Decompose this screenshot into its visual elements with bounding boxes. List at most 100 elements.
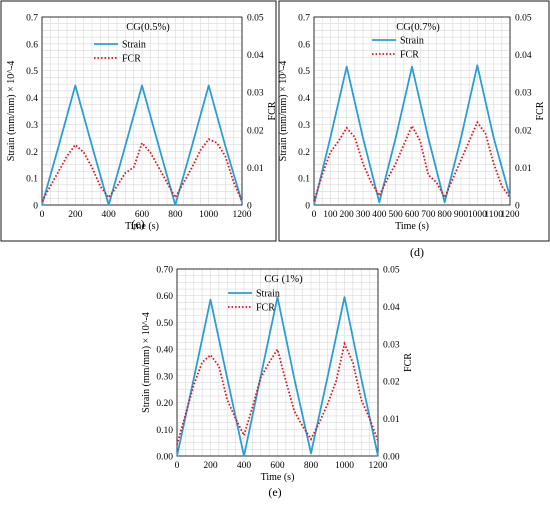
y2-tick-label: 0.02 <box>383 378 400 388</box>
x-tick-label: 1000 <box>199 210 218 220</box>
y-tick-label: 0.00 <box>156 453 173 463</box>
legend-label: FCR <box>122 54 141 65</box>
y2-tick-label: 0.01 <box>383 415 400 425</box>
y2-tick-label: 0.02 <box>247 126 264 136</box>
x-axis-title: Time (s) <box>261 472 295 483</box>
series-line-fcr <box>41 138 243 202</box>
y2-tick-label: 0.05 <box>515 14 532 24</box>
y-tick-label: 0.70 <box>156 266 173 276</box>
x-axis-title: Time (s) <box>395 221 429 232</box>
y2-tick-label: 0.04 <box>247 51 264 61</box>
y-tick-label: 0.3 <box>26 121 38 131</box>
series-line-fcr <box>313 120 511 202</box>
y2-tick-label: 0.01 <box>515 164 532 174</box>
y2-tick-label: 0.03 <box>247 89 264 99</box>
legend: Strain FCR <box>228 289 280 314</box>
y2-axis-title: FCR <box>403 353 414 372</box>
legend-label: Strain <box>122 40 146 51</box>
y-tick-label: 0.1 <box>298 175 310 185</box>
x-tick-label: 0 <box>312 210 317 220</box>
series-line-strain <box>176 296 379 457</box>
y2-tick-label: 0 <box>515 202 520 212</box>
x-tick-label: 1100 <box>484 210 503 220</box>
legend-label: Strain <box>256 289 280 300</box>
x-tick-label: 0 <box>40 210 45 220</box>
y-tick-label: 0.50 <box>156 319 173 329</box>
x-tick-label: 200 <box>203 461 218 471</box>
x-tick-label: 600 <box>135 210 150 220</box>
x-tick-label: 400 <box>237 461 252 471</box>
panel-caption: (c) <box>131 217 144 231</box>
x-tick-label: 300 <box>356 210 371 220</box>
x-tick-label: 100 <box>323 210 338 220</box>
x-tick-label: 1000 <box>335 461 354 471</box>
y-tick-label: 0.2 <box>26 148 38 158</box>
legend-label: FCR <box>256 303 275 314</box>
y-tick-label: 0.30 <box>156 372 173 382</box>
x-tick-label: 1200 <box>233 210 252 220</box>
y-tick-label: 0.1 <box>26 175 38 185</box>
panel-caption: (e) <box>268 485 281 499</box>
y-tick-label: 0.7 <box>298 14 310 24</box>
y-axis-title: Strain (mm/mm) × 10^-4 <box>141 312 152 413</box>
x-tick-label: 800 <box>168 210 183 220</box>
y-tick-label: 0.4 <box>26 94 38 104</box>
legend: Strain FCR <box>372 36 424 61</box>
chart-panel-1: 0 200 400 600 800 1000 120000.10.20.30.40.50.6… <box>6 14 278 233</box>
y2-tick-label: 0.03 <box>515 89 532 99</box>
y2-tick-label: 0.05 <box>383 266 400 276</box>
plot-area <box>313 16 511 206</box>
y2-tick-label: 0.03 <box>383 340 400 350</box>
x-tick-label: 800 <box>438 210 453 220</box>
x-tick-label: 1200 <box>369 461 388 471</box>
y2-tick-label: 0.02 <box>515 126 532 136</box>
y-tick-label: 0.10 <box>156 426 173 436</box>
x-tick-label: 600 <box>405 210 420 220</box>
y-axis-title: Strain (mm/mm) × 10^-4 <box>6 61 17 162</box>
y2-tick-label: 0.01 <box>247 164 264 174</box>
legend: Strain FCR <box>94 40 146 65</box>
series-line-strain <box>313 64 511 206</box>
chart-title: CG(0.7%) <box>396 22 440 33</box>
y-tick-label: 0.6 <box>26 40 38 50</box>
x-tick-label: 700 <box>421 210 436 220</box>
series-line-fcr <box>176 340 379 446</box>
y2-axis-title: FCR <box>267 101 278 120</box>
x-tick-label: 1200 <box>501 210 520 220</box>
y-tick-label: 0.2 <box>298 148 310 158</box>
y2-tick-label: 0.04 <box>383 303 400 313</box>
y-tick-label: 0.5 <box>26 67 38 77</box>
x-tick-label: 200 <box>340 210 355 220</box>
y2-tick-label: 0.05 <box>247 14 264 24</box>
x-tick-label: 0 <box>175 461 180 471</box>
plot-area <box>176 268 379 457</box>
y-tick-label: 0.60 <box>156 292 173 302</box>
x-tick-label: 600 <box>270 461 285 471</box>
panel-d-border <box>278 0 550 242</box>
y-tick-label: 0.3 <box>298 121 310 131</box>
x-tick-label: 1000 <box>468 210 487 220</box>
x-axis-title: Time (s) <box>125 221 159 232</box>
x-tick-label: 800 <box>304 461 319 471</box>
chart-title: CG(0.5%) <box>126 22 170 33</box>
x-tick-label: 400 <box>102 210 117 220</box>
x-tick-label: 400 <box>372 210 387 220</box>
legend-label: Strain <box>400 36 424 47</box>
panel-caption: (d) <box>410 245 424 259</box>
panel-c-border <box>0 0 277 242</box>
y-tick-label: 0.20 <box>156 399 173 409</box>
legend-label: FCR <box>400 50 419 61</box>
x-tick-label: 200 <box>68 210 83 220</box>
chart-title: CG (1%) <box>264 274 303 285</box>
y-tick-label: 0 <box>33 202 38 212</box>
y-tick-label: 0 <box>305 202 310 212</box>
y-tick-label: 0.4 <box>298 94 310 104</box>
y2-tick-label: 0.04 <box>515 51 532 61</box>
y2-tick-label: 0 <box>247 202 252 212</box>
y2-axis-title: FCR <box>535 101 546 120</box>
y-tick-label: 0.40 <box>156 346 173 356</box>
series-line-strain <box>41 84 243 206</box>
x-tick-label: 500 <box>389 210 404 220</box>
y-tick-label: 0.5 <box>298 67 310 77</box>
